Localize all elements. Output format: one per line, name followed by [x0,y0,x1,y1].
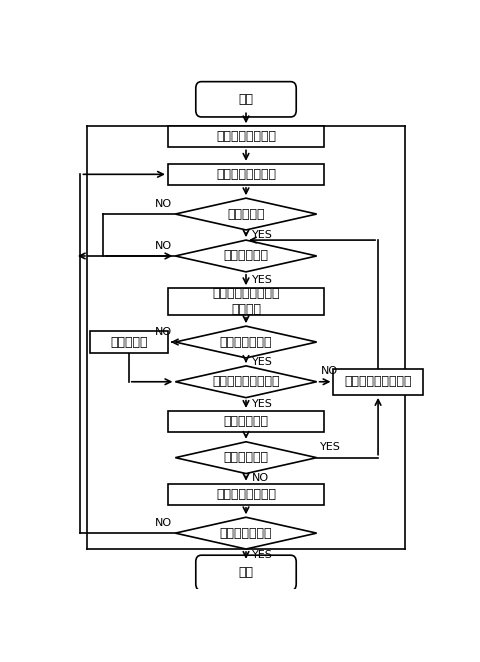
Polygon shape [175,517,317,549]
Bar [168,411,324,432]
Bar [168,484,324,505]
Text: YES: YES [252,550,273,560]
Bar [168,164,324,185]
Text: YES: YES [252,275,273,285]
Polygon shape [175,240,317,272]
Text: 随机给定初始故障: 随机给定初始故障 [216,168,276,181]
Polygon shape [175,198,317,230]
Text: YES: YES [252,357,273,367]
Text: NO: NO [155,199,172,209]
Bar [168,126,324,148]
Text: 有线路重载？: 有线路重载？ [224,250,268,262]
Text: YES: YES [252,230,273,240]
Text: 拓扑搜索、平衡负荷: 拓扑搜索、平衡负荷 [344,375,412,388]
Text: 达到规定天数？: 达到规定天数？ [220,527,272,540]
Text: NO: NO [252,473,269,483]
FancyBboxPatch shape [196,555,296,591]
Polygon shape [175,442,317,473]
Text: NO: NO [155,327,172,337]
Bar [334,369,423,395]
Text: 紧急切负荷: 紧急切负荷 [110,336,147,348]
Text: 统计当天损失负荷: 统计当天损失负荷 [216,488,276,500]
Text: 开始: 开始 [239,93,253,106]
Polygon shape [175,326,317,358]
Text: NO: NO [155,518,172,528]
Polygon shape [175,366,317,398]
Text: YES: YES [321,442,341,452]
Bar [168,288,324,314]
Text: 有线路开断？: 有线路开断？ [224,451,268,464]
Text: 结束: 结束 [239,567,253,579]
Text: 模拟线路开断: 模拟线路开断 [224,415,268,428]
Text: YES: YES [252,399,273,409]
Text: 求解模拟调度负控制
优化问题: 求解模拟调度负控制 优化问题 [212,287,280,316]
Bar [90,332,168,353]
Text: NO: NO [321,367,337,377]
Text: 优化问题收敛？: 优化问题收敛？ [220,336,272,348]
Text: 设定初始负荷水平: 设定初始负荷水平 [216,130,276,143]
FancyBboxPatch shape [196,81,296,117]
Text: 潮流收敛？: 潮流收敛？ [227,208,265,220]
Text: 调整次数达到上限？: 调整次数达到上限？ [212,375,280,388]
Text: NO: NO [155,241,172,251]
